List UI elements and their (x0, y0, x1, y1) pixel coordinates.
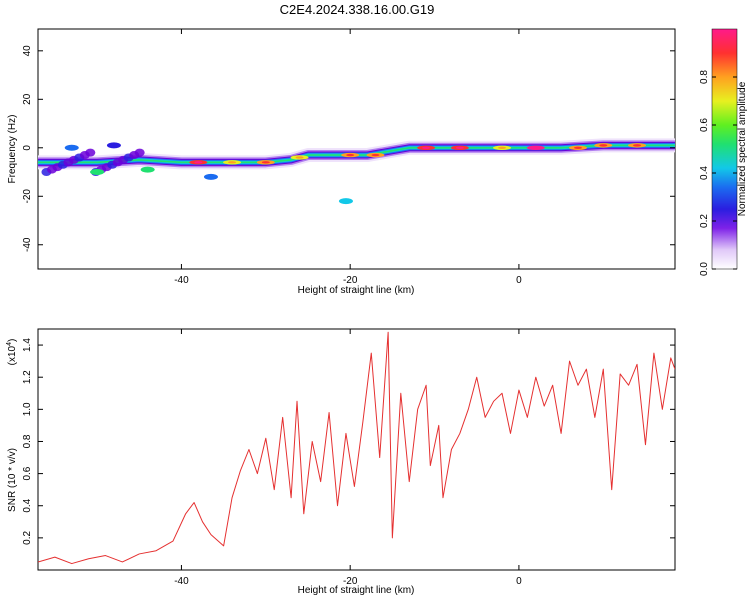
spectrogram-panel: -40 -20 0 -40 -20 0 20 40 Height of straight li… (7, 28, 676, 296)
spectral-peak-core (633, 144, 642, 147)
spectral-peak-core (261, 161, 270, 164)
snr-scale-label: (x104) (6, 339, 18, 366)
colorbar-tick-label: 0.0 (699, 262, 710, 276)
spectral-peak-core (498, 146, 507, 149)
spectral-blob (90, 169, 105, 176)
chart-title: C2E4.2024.338.16.00.G19 (280, 2, 435, 17)
spectral-blob (64, 144, 79, 151)
snr-y-tick-label: 1.2 (22, 370, 33, 384)
snr-y-tick-label: 0.4 (22, 498, 33, 512)
colorbar-tick-label: 0.6 (699, 118, 710, 132)
spectral-peak-core (573, 146, 582, 149)
snr-x-tick-label: -20 (343, 576, 358, 587)
snr-y-tick-label: 1.0 (22, 402, 33, 416)
snr-y-tick-label: 0.6 (22, 466, 33, 480)
colorbar: 0.0 0.2 0.4 0.6 0.8 Normalized spectral ampl… (699, 28, 748, 276)
spectral-noise-lobe (85, 148, 96, 157)
snr-x-tick-label: -40 (174, 576, 189, 587)
spectrogram-y-tick-label: -40 (22, 237, 33, 252)
spectral-peak-core (531, 146, 540, 149)
snr-panel: -40 -20 0 0.2 0.4 0.6 0.8 1.0 1.2 1.4 Height of s… (6, 328, 676, 596)
colorbar-tick-label: 0.2 (699, 214, 710, 228)
spectrogram-x-tick-label: 0 (516, 275, 522, 286)
snr-frame (37, 328, 676, 571)
snr-y-tick-label: 0.8 (22, 434, 33, 448)
snr-y-label: SNR (10 * v/v) (7, 448, 18, 512)
spectral-peak-core (194, 161, 203, 164)
spectrogram-y-tick-label: 40 (22, 45, 33, 57)
snr-y-tick-label: 0.2 (22, 530, 33, 544)
spectrogram-y-tick-label: -20 (22, 189, 33, 204)
snr-x-label: Height of straight line (km) (298, 585, 415, 596)
spectral-peak-core (295, 156, 304, 159)
spectral-ridge-band (38, 144, 675, 164)
spectral-peak-core (599, 144, 608, 147)
spectral-peak-core (228, 161, 237, 164)
spectral-blob (140, 166, 155, 173)
spectral-peak-core (346, 153, 355, 157)
colorbar-tick-label: 0.4 (699, 166, 710, 180)
spectral-blob (338, 198, 353, 205)
spectrogram-y-tick-label: 0 (22, 145, 33, 151)
spectral-peak-core (371, 153, 380, 157)
spectrogram-x-tick-label: -40 (174, 275, 189, 286)
spectral-blob (106, 142, 121, 149)
colorbar-tick-label: 0.8 (699, 70, 710, 84)
spectrogram-y-tick-label: 20 (22, 93, 33, 105)
spectral-peak-core (422, 146, 431, 149)
spectrogram-y-label: Frequency (Hz) (7, 115, 18, 184)
spectral-noise-lobe (134, 148, 145, 157)
snr-x-tick-label: 0 (516, 576, 522, 587)
snr-series-line (38, 331, 675, 565)
colorbar-label: Normalized spectral amplitude (737, 81, 748, 216)
spectral-peak-core (455, 146, 464, 149)
spectral-blob (203, 173, 218, 180)
spectrogram-x-label: Height of straight line (km) (298, 285, 415, 296)
spectrogram-x-tick-label: -20 (343, 275, 358, 286)
snr-y-tick-label: 1.4 (22, 338, 33, 352)
colorbar-gradient (711, 28, 738, 270)
